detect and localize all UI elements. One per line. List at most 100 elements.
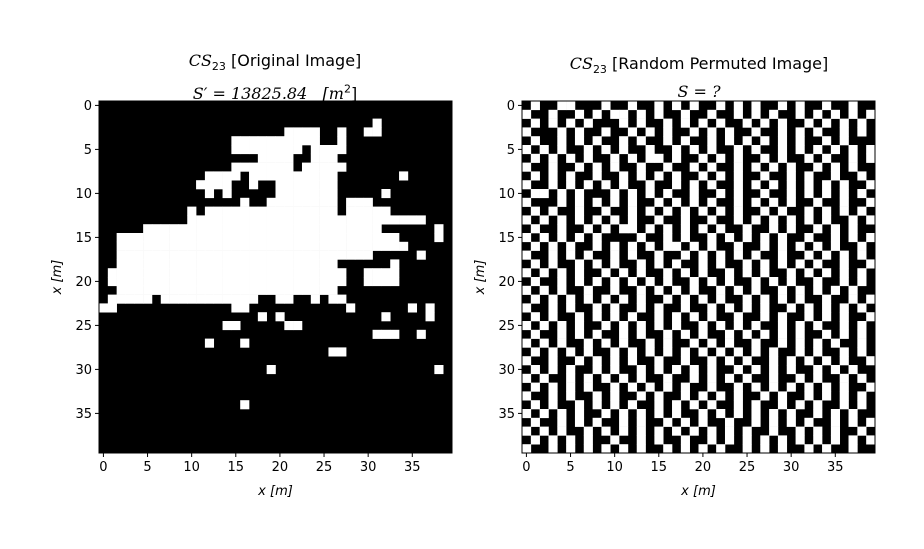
right-cell (742, 426, 752, 436)
right-cell (601, 409, 611, 419)
right-cell (769, 409, 779, 419)
right-cell (627, 224, 638, 234)
left-cell (354, 215, 365, 225)
left-cell (293, 321, 303, 331)
left-cell (372, 268, 382, 278)
right-cell (645, 347, 655, 357)
left-cell (328, 347, 338, 357)
left-cell (116, 294, 126, 304)
right-cell (813, 241, 823, 251)
left-cell (319, 189, 329, 199)
right-cell (680, 206, 690, 216)
left-cell (310, 127, 320, 137)
right-cell (777, 101, 788, 111)
left-cell (249, 206, 259, 216)
right-cell (707, 233, 717, 243)
right-cell (619, 329, 629, 339)
left-cell (196, 233, 206, 243)
left-cell (160, 277, 170, 287)
left-cell (266, 365, 276, 375)
right-cell (680, 356, 690, 366)
right-cell (751, 109, 761, 119)
left-cell (231, 250, 241, 260)
right-cell (786, 197, 796, 207)
right-cell (583, 294, 593, 304)
right-cell (795, 400, 805, 410)
right-cell (654, 250, 664, 260)
right-cell (698, 409, 708, 419)
right-cell (627, 250, 638, 260)
right-cell (592, 215, 602, 225)
right-cell (557, 136, 567, 146)
left-cell (346, 224, 356, 234)
right-cell (610, 382, 620, 392)
left-cell (266, 136, 276, 146)
right-cell (601, 426, 611, 436)
right-cell (742, 224, 752, 234)
right-cell (830, 426, 841, 436)
right-cell (566, 118, 576, 128)
right-cell (610, 312, 620, 322)
right-cell (636, 162, 646, 172)
right-cell (698, 444, 708, 454)
left-xtick-label: 25 (316, 460, 333, 475)
right-cell (645, 382, 655, 392)
right-cell (680, 109, 690, 119)
left-cell (275, 250, 285, 260)
right-cell (619, 145, 629, 155)
left-cell (284, 241, 294, 251)
right-cell (857, 400, 867, 410)
left-cell (204, 259, 215, 269)
right-cell (566, 241, 576, 251)
right-cell (769, 109, 779, 119)
right-cell (636, 329, 646, 339)
left-cell (301, 224, 312, 234)
right-cell (654, 409, 664, 419)
left-cell (284, 127, 294, 137)
right-cell (830, 224, 841, 234)
right-cell (548, 294, 558, 304)
left-cell (213, 224, 223, 234)
left-cell (266, 215, 276, 225)
left-cell (346, 215, 356, 225)
left-cell (284, 285, 294, 295)
right-xtick-label: 30 (783, 460, 800, 475)
left-cell (354, 224, 365, 234)
right-cell (557, 101, 567, 111)
left-cell (249, 250, 259, 260)
left-ytick-label: 20 (75, 275, 92, 290)
right-cell (627, 347, 638, 357)
right-cell (619, 426, 629, 436)
right-cell (610, 285, 620, 295)
right-cell (539, 145, 549, 155)
right-cell (786, 365, 796, 375)
right-cell (857, 118, 867, 128)
left-cell (107, 303, 117, 313)
right-cell (557, 338, 567, 348)
right-cell (733, 285, 743, 295)
left-cell (222, 294, 232, 304)
left-cell (187, 259, 197, 269)
left-cell (328, 250, 338, 260)
left-cell (346, 250, 356, 260)
left-cell (107, 294, 117, 304)
right-cell (830, 365, 841, 375)
right-cell (707, 197, 717, 207)
right-cell (619, 109, 629, 119)
left-cell (240, 241, 250, 251)
right-cell (707, 127, 717, 137)
right-cell (601, 294, 611, 304)
left-cell (328, 145, 338, 155)
right-cell (742, 329, 752, 339)
left-cell (222, 233, 232, 243)
right-cell (707, 338, 717, 348)
left-cell (116, 250, 126, 260)
left-cell (275, 233, 285, 243)
right-cell (663, 347, 673, 357)
left-axes-frame (98, 100, 453, 454)
right-cell (839, 180, 849, 190)
right-cell (680, 444, 690, 454)
right-cell (786, 382, 796, 392)
right-cell (822, 303, 832, 313)
left-chart-subtitle: S′ = 13825.84 [m2] (192, 82, 358, 103)
